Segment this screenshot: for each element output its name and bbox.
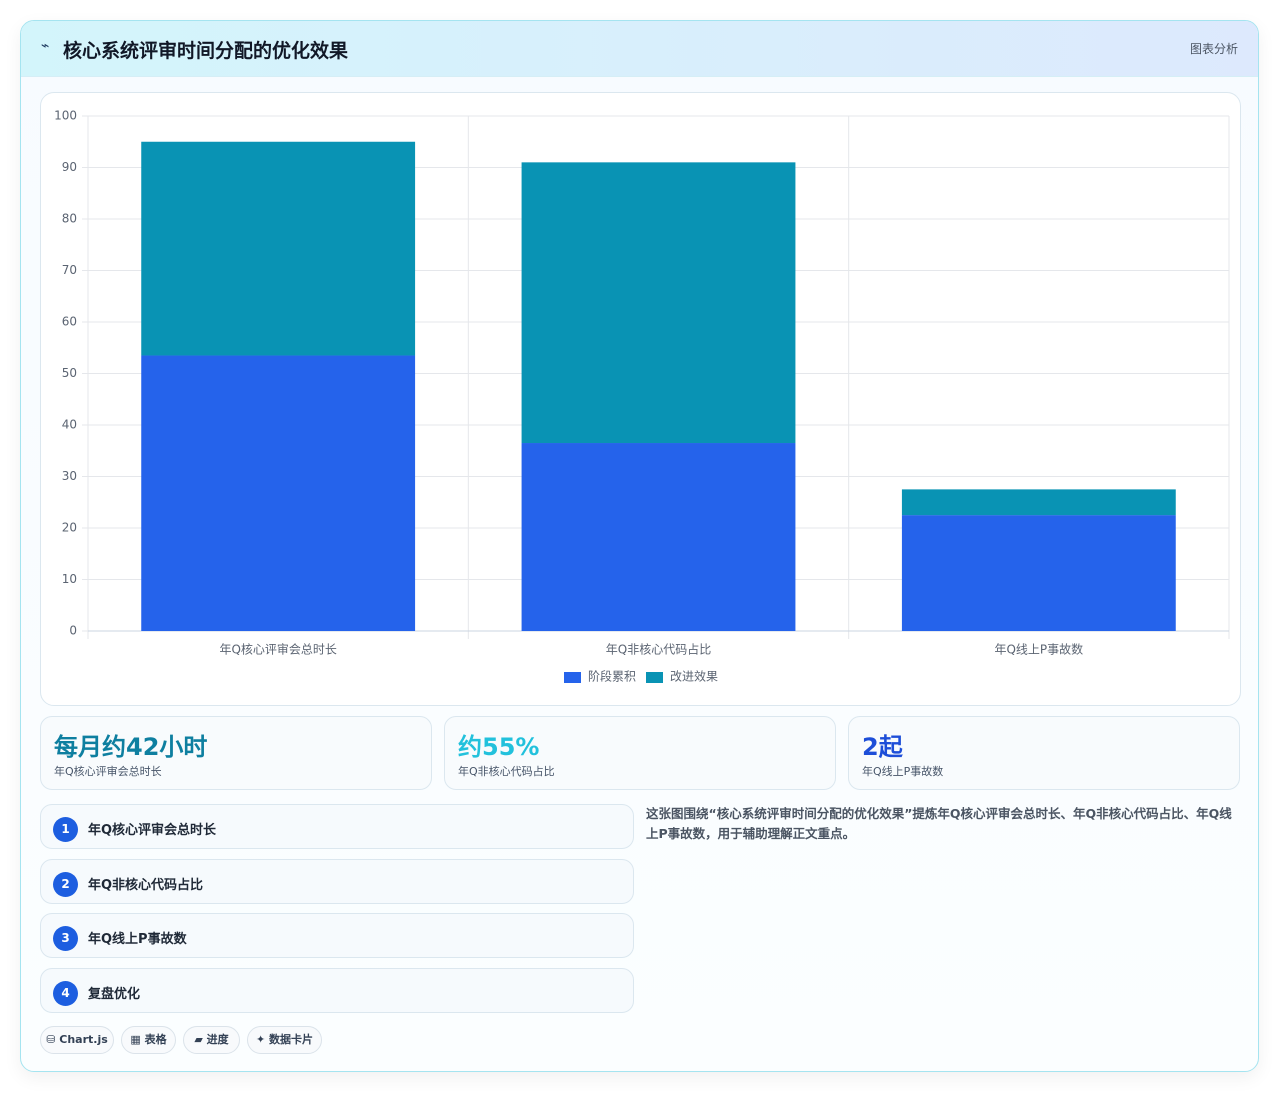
bar xyxy=(521,443,796,631)
item-text: 复盘优化 xyxy=(88,987,141,1002)
item-number: 1 xyxy=(53,817,78,842)
kpi-label: 年Q核心评审会总时长 xyxy=(54,765,162,778)
y-tick-label: 10 xyxy=(62,572,77,586)
y-tick-label: 0 xyxy=(69,624,77,638)
list-item: 3 年Q线上P事故数 xyxy=(40,913,634,958)
item-number: 4 xyxy=(53,981,78,1006)
bar xyxy=(901,515,1176,631)
kpi-label: 年Q线上P事故数 xyxy=(862,765,944,778)
kpi-card: 2起年Q线上P事故数 xyxy=(848,716,1240,790)
legend-label: 阶段累积 xyxy=(588,669,636,684)
header: ⌁ 核心系统评审时间分配的优化效果 图表分析 xyxy=(21,21,1258,77)
tag[interactable]: ▦ 表格 xyxy=(121,1026,176,1054)
list-item: 1 年Q核心评审会总时长 xyxy=(40,804,634,849)
description: 这张图围绕“核心系统评审时间分配的优化效果”提炼年Q核心评审会总时长、年Q非核心… xyxy=(646,806,1232,841)
tag[interactable]: ✦ 数据卡片 xyxy=(247,1026,322,1054)
item-text: 年Q核心评审会总时长 xyxy=(88,823,217,838)
kpi-card: 约55% 年Q非核心代码占比 xyxy=(444,716,836,790)
chart-panel: 0 10 20 30 40 50 60 70 80 90 100 年Q核心评审会总时长 年Q非核心代码占… xyxy=(40,92,1241,706)
x-tick-label: 年Q核心评审会总时长 xyxy=(219,642,336,657)
chart: 0 10 20 30 40 50 60 70 80 90 100 年Q核心评审会总时长 年Q非核心代码占… xyxy=(54,109,1230,684)
y-tick-label: 20 xyxy=(62,521,77,535)
kpi-value: 每月约42小时 xyxy=(54,733,208,761)
y-tick-label: 100 xyxy=(54,109,77,123)
y-tick-label: 70 xyxy=(62,263,77,277)
kpi-label: 年Q非核心代码占比 xyxy=(458,765,555,778)
list-item: 4 复盘优化 xyxy=(40,968,634,1013)
kpi-value: 2起 xyxy=(862,733,903,761)
kpi-value: 约55% xyxy=(458,733,540,761)
y-tick-label: 60 xyxy=(62,315,77,329)
y-tick-label: 40 xyxy=(62,418,77,432)
legend-swatch xyxy=(564,672,581,683)
legend-swatch xyxy=(646,672,663,683)
item-number: 2 xyxy=(53,872,78,897)
item-number: 3 xyxy=(53,926,78,951)
y-tick-label: 50 xyxy=(62,366,77,380)
item-text: 年Q线上P事故数 xyxy=(88,932,187,947)
x-tick-label: 年Q线上P事故数 xyxy=(994,642,1083,657)
x-tick-label: 年Q非核心代码占比 xyxy=(606,642,711,657)
item-text: 年Q非核心代码占比 xyxy=(88,878,204,893)
header-action[interactable]: 图表分析 xyxy=(1189,42,1238,56)
legend-label: 改进效果 xyxy=(670,669,718,684)
bar xyxy=(521,162,796,444)
tag[interactable]: ⛁ Chart.js xyxy=(40,1026,114,1054)
y-tick-label: 80 xyxy=(62,212,77,226)
header-icon: ⌁ xyxy=(41,38,50,54)
tag[interactable]: ▰ 进度 xyxy=(183,1026,240,1054)
kpi-card: 每月约42小时年Q核心评审会总时长 xyxy=(40,716,432,790)
bar xyxy=(141,141,416,356)
list-item: 2 年Q非核心代码占比 xyxy=(40,859,634,904)
bar xyxy=(141,355,416,631)
y-tick-label: 90 xyxy=(62,160,77,174)
bar xyxy=(901,489,1176,516)
header-title: 核心系统评审时间分配的优化效果 xyxy=(63,40,349,62)
y-tick-label: 30 xyxy=(62,469,77,483)
